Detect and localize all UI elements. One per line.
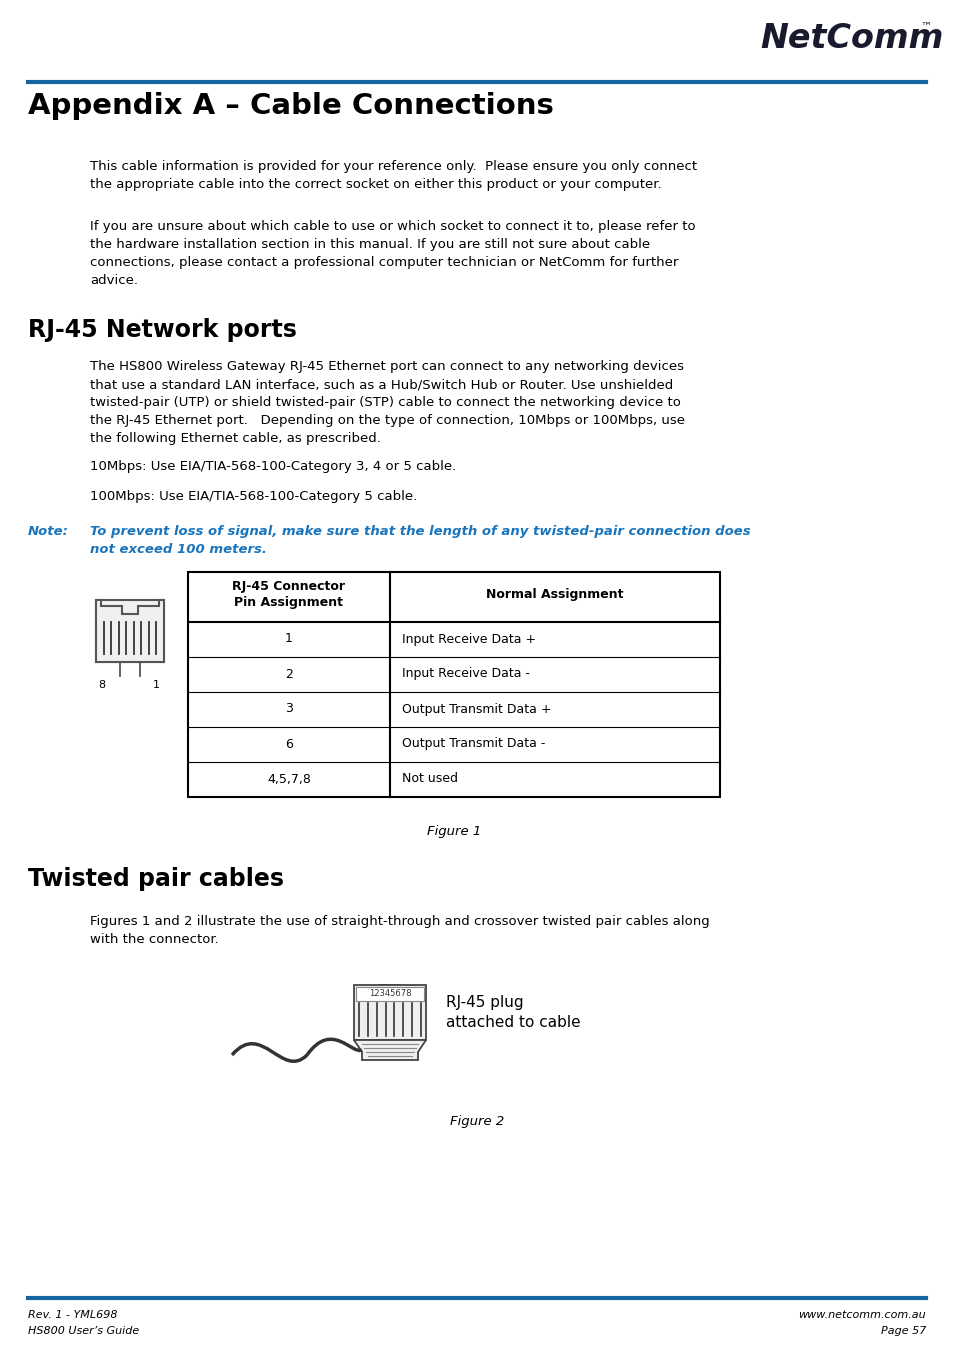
Text: HS800 User’s Guide: HS800 User’s Guide xyxy=(28,1326,139,1336)
Text: Pin Assignment: Pin Assignment xyxy=(234,596,343,608)
Text: the appropriate cable into the correct socket on either this product or your com: the appropriate cable into the correct s… xyxy=(90,178,661,191)
Text: Input Receive Data -: Input Receive Data - xyxy=(401,668,530,680)
Polygon shape xyxy=(96,600,164,662)
Text: If you are unsure about which cable to use or which socket to connect it to, ple: If you are unsure about which cable to u… xyxy=(90,220,695,233)
Text: 6: 6 xyxy=(285,737,293,750)
Text: Input Receive Data +: Input Receive Data + xyxy=(401,633,536,645)
Text: 8: 8 xyxy=(98,680,105,690)
Text: Not used: Not used xyxy=(401,772,457,786)
Bar xyxy=(355,987,423,1000)
Bar xyxy=(96,600,164,662)
Text: the hardware installation section in this manual. If you are still not sure abou: the hardware installation section in thi… xyxy=(90,238,649,251)
Text: Output Transmit Data -: Output Transmit Data - xyxy=(401,737,545,750)
Text: Rev. 1 - YML698: Rev. 1 - YML698 xyxy=(28,1310,117,1320)
Text: with the connector.: with the connector. xyxy=(90,933,218,946)
Text: www.netcomm.com.au: www.netcomm.com.au xyxy=(798,1310,925,1320)
Text: The HS800 Wireless Gateway RJ-45 Ethernet port can connect to any networking dev: The HS800 Wireless Gateway RJ-45 Etherne… xyxy=(90,360,683,373)
Text: NetComm: NetComm xyxy=(760,22,943,55)
Text: Appendix A – Cable Connections: Appendix A – Cable Connections xyxy=(28,92,554,120)
Text: Figures 1 and 2 illustrate the use of straight-through and crossover twisted pai: Figures 1 and 2 illustrate the use of st… xyxy=(90,915,709,927)
Text: ™: ™ xyxy=(919,22,930,32)
Text: Page 57: Page 57 xyxy=(880,1326,925,1336)
Text: 12345678: 12345678 xyxy=(369,990,411,998)
Text: 1: 1 xyxy=(285,633,293,645)
Bar xyxy=(188,572,720,796)
Text: 100Mbps: Use EIA/TIA-568-100-Category 5 cable.: 100Mbps: Use EIA/TIA-568-100-Category 5 … xyxy=(90,489,416,503)
Text: To prevent loss of signal, make sure that the length of any twisted-pair connect: To prevent loss of signal, make sure tha… xyxy=(90,525,750,538)
Text: This cable information is provided for your reference only.  Please ensure you o: This cable information is provided for y… xyxy=(90,160,697,173)
Bar xyxy=(354,986,426,1040)
Text: RJ-45 plug: RJ-45 plug xyxy=(446,995,523,1010)
Text: 10Mbps: Use EIA/TIA-568-100-Category 3, 4 or 5 cable.: 10Mbps: Use EIA/TIA-568-100-Category 3, … xyxy=(90,460,456,473)
Polygon shape xyxy=(354,1040,426,1060)
Text: not exceed 100 meters.: not exceed 100 meters. xyxy=(90,544,267,556)
Text: 1: 1 xyxy=(152,680,160,690)
Text: connections, please contact a professional computer technician or NetComm for fu: connections, please contact a profession… xyxy=(90,256,678,269)
Text: RJ-45 Network ports: RJ-45 Network ports xyxy=(28,318,296,342)
Text: Note:: Note: xyxy=(28,525,69,538)
Text: Figure 2: Figure 2 xyxy=(450,1115,503,1128)
Text: 4,5,7,8: 4,5,7,8 xyxy=(267,772,311,786)
Text: that use a standard LAN interface, such as a Hub/Switch Hub or Router. Use unshi: that use a standard LAN interface, such … xyxy=(90,379,673,391)
Text: advice.: advice. xyxy=(90,274,138,287)
Text: the following Ethernet cable, as prescribed.: the following Ethernet cable, as prescri… xyxy=(90,433,380,445)
Text: 3: 3 xyxy=(285,703,293,715)
Text: 2: 2 xyxy=(285,668,293,680)
Text: Figure 1: Figure 1 xyxy=(426,825,480,838)
Text: RJ-45 Connector: RJ-45 Connector xyxy=(233,580,345,594)
Bar xyxy=(379,986,399,999)
Text: attached to cable: attached to cable xyxy=(446,1015,580,1030)
Text: Output Transmit Data +: Output Transmit Data + xyxy=(401,703,551,715)
Text: the RJ-45 Ethernet port.   Depending on the type of connection, 10Mbps or 100Mbp: the RJ-45 Ethernet port. Depending on th… xyxy=(90,414,684,427)
Text: twisted-pair (UTP) or shield twisted-pair (STP) cable to connect the networking : twisted-pair (UTP) or shield twisted-pai… xyxy=(90,396,680,410)
Text: Normal Assignment: Normal Assignment xyxy=(486,588,623,602)
Text: Twisted pair cables: Twisted pair cables xyxy=(28,867,284,891)
